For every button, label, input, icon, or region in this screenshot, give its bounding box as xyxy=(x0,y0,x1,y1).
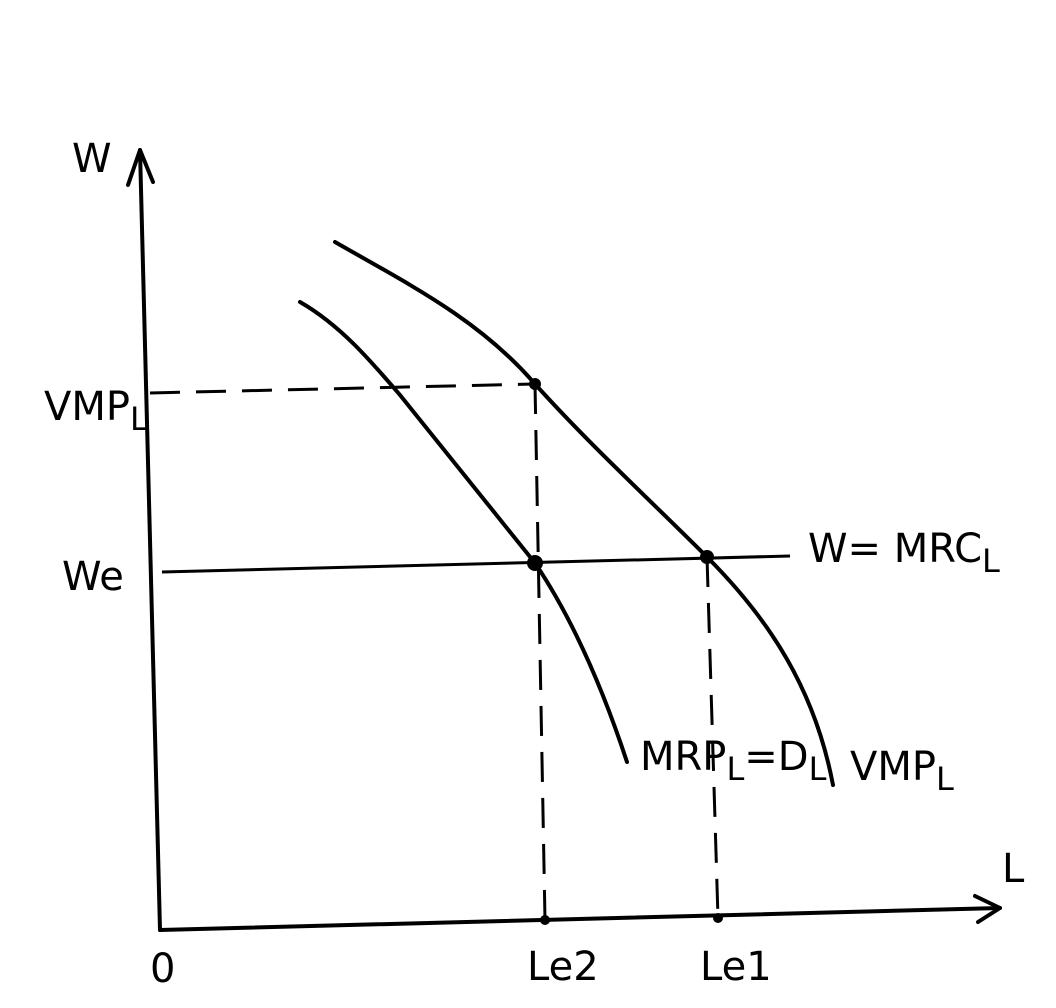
vmp-level-dashed-line xyxy=(149,382,536,395)
wage-line xyxy=(161,554,791,574)
point-le1-axis xyxy=(713,913,723,923)
point-vmp-wage xyxy=(700,550,714,564)
guide-lines xyxy=(149,382,720,921)
vmp-curve xyxy=(333,240,835,787)
vmp-curve-label: VMPL xyxy=(850,744,954,798)
vmp-tick-label: VMPL xyxy=(44,384,148,438)
le2-dashed-line xyxy=(533,383,547,921)
wage-tick-label: We xyxy=(62,554,124,600)
x-axis-arrowhead xyxy=(973,894,1002,924)
wage-line-label: W= MRCL xyxy=(808,526,1000,580)
point-vmp-le2 xyxy=(529,378,541,390)
y-axis-arrowhead xyxy=(126,148,155,187)
point-le2-axis xyxy=(540,915,550,925)
axes xyxy=(126,148,1002,932)
x-axis-label: L xyxy=(1002,846,1025,892)
mrp-curve xyxy=(298,300,629,764)
mrp-curve-label: MRPL=DL xyxy=(640,734,827,788)
x-axis xyxy=(158,906,1002,932)
y-axis xyxy=(138,148,162,932)
le1-label: Le1 xyxy=(700,944,772,990)
le1-dashed-line xyxy=(705,556,720,919)
point-mrp-wage xyxy=(527,555,543,571)
le2-label: Le2 xyxy=(527,944,599,990)
y-axis-label: W xyxy=(72,136,112,182)
origin-label: 0 xyxy=(150,946,175,992)
